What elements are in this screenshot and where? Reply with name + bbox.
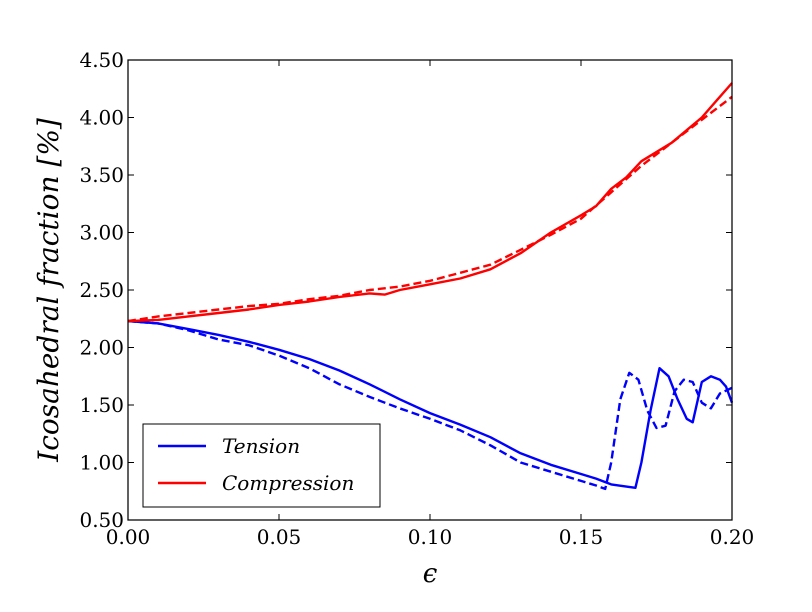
legend-label-compression: Compression: [222, 471, 354, 495]
y-tick-label: 2.00: [79, 336, 124, 360]
series-line-tension-dashed: [127, 319, 733, 491]
y-tick-label: 1.50: [79, 393, 124, 417]
legend-label-tension: Tension: [222, 434, 300, 458]
series-line-tension: [127, 319, 734, 489]
series-layer: [127, 82, 734, 491]
x-tick-label: 0.20: [710, 525, 755, 549]
y-tick-label: 3.00: [79, 221, 124, 245]
legend-box: [142, 423, 381, 508]
y-axis-title: Icosahedral fraction [%]: [32, 118, 65, 463]
x-tick-label: 0.15: [559, 525, 604, 549]
y-tick-label: 2.50: [79, 278, 124, 302]
y-tick-label: 3.50: [79, 163, 124, 187]
y-tick-label: 4.00: [79, 106, 124, 130]
x-tick-label: 0.05: [257, 525, 302, 549]
x-axis-title: ϵ: [423, 559, 438, 589]
x-tick-label: 0.10: [408, 525, 453, 549]
series-line-compression: [127, 82, 733, 323]
legend: Tension Compression: [142, 423, 381, 508]
series-line-compression-dashed: [127, 95, 733, 323]
y-tick-label: 1.00: [79, 451, 124, 475]
ticks-layer: 0.00 0.05 0.10 0.15 0.20 0.50 1.00 1.50 2.00 2.50…: [79, 48, 754, 549]
y-tick-label: 4.50: [79, 48, 124, 72]
y-tick-label: 0.50: [79, 508, 124, 532]
x-tick-label: 0.00: [106, 525, 151, 549]
